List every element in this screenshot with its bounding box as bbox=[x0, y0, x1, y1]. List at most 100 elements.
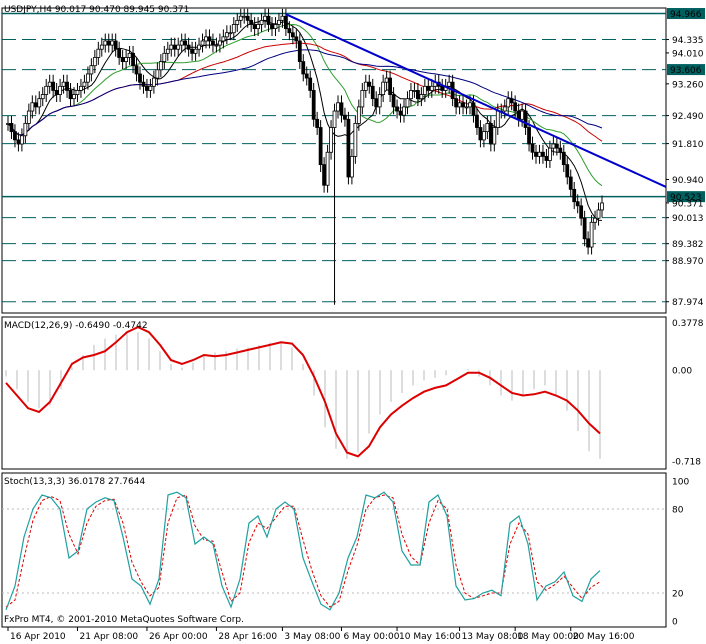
candle-body bbox=[464, 106, 469, 109]
candle-body bbox=[138, 73, 142, 83]
panel-frame bbox=[1, 316, 667, 470]
candle-body bbox=[579, 205, 584, 219]
candle-body bbox=[51, 81, 56, 91]
candle-body bbox=[158, 61, 163, 71]
candle-body bbox=[360, 90, 365, 108]
time-label: 10 May 16:00 bbox=[399, 632, 461, 642]
horizontal-levels bbox=[2, 12, 666, 303]
candle-body bbox=[193, 48, 198, 54]
candle-body bbox=[176, 44, 181, 50]
candle-body bbox=[346, 118, 351, 178]
candlesticks bbox=[6, 8, 604, 305]
candle-body bbox=[301, 61, 306, 75]
candle-body bbox=[415, 90, 420, 100]
price-label-box bbox=[667, 191, 705, 203]
candle-body bbox=[457, 102, 462, 108]
candle-body bbox=[454, 98, 459, 108]
candle-body bbox=[103, 40, 108, 46]
candle-body bbox=[363, 81, 368, 91]
candle-body bbox=[558, 147, 563, 153]
candle-body bbox=[582, 217, 587, 240]
candle-body bbox=[294, 36, 299, 42]
candle-body bbox=[384, 77, 389, 83]
candle-body bbox=[353, 123, 358, 157]
moving-average-line bbox=[7, 20, 603, 221]
candle-body bbox=[565, 164, 570, 178]
price-label: 91.810 bbox=[672, 140, 704, 150]
candle-body bbox=[200, 40, 205, 46]
candle-body bbox=[165, 48, 170, 54]
candle-body bbox=[475, 114, 479, 128]
candle-body bbox=[127, 52, 132, 58]
price-label: 89.382 bbox=[672, 240, 704, 250]
candle-body bbox=[377, 94, 382, 108]
candle-body bbox=[79, 85, 83, 91]
candle-body bbox=[273, 24, 278, 30]
candle-body bbox=[33, 102, 38, 108]
candle-body bbox=[9, 123, 14, 133]
candle-body bbox=[447, 81, 452, 87]
candle-body bbox=[252, 24, 257, 30]
candle-body bbox=[544, 155, 549, 161]
candle-body bbox=[72, 94, 76, 100]
candle-body bbox=[6, 123, 10, 125]
candle-body bbox=[593, 217, 597, 223]
time-label: 26 Apr 00:00 bbox=[149, 632, 208, 642]
stoch-axis-label: 100 bbox=[672, 478, 689, 488]
price-label: 90.013 bbox=[672, 214, 704, 224]
stoch-signal-line bbox=[5, 494, 601, 608]
candle-body bbox=[537, 151, 542, 157]
trendline bbox=[285, 13, 667, 188]
candle-body bbox=[370, 85, 375, 100]
candle-body bbox=[343, 114, 347, 120]
stoch-axis-label: 0 bbox=[672, 618, 678, 628]
candle-body bbox=[148, 85, 153, 91]
candle-body bbox=[23, 123, 28, 137]
candle-body bbox=[224, 32, 229, 38]
candle-body bbox=[468, 102, 472, 108]
time-label: 6 May 00:00 bbox=[343, 632, 399, 642]
candle-body bbox=[339, 102, 344, 116]
candle-body bbox=[238, 15, 243, 21]
candle-body bbox=[325, 151, 330, 186]
candle-body bbox=[117, 48, 122, 58]
copyright-text: FxPro MT4, © 2001-2010 MetaQuotes Softwa… bbox=[4, 615, 244, 625]
macd-panel: 0.3778 0.00 -0.718 bbox=[5, 319, 704, 468]
candle-body bbox=[131, 52, 135, 67]
candle-body bbox=[297, 40, 302, 62]
candle-body bbox=[124, 57, 129, 62]
candle-body bbox=[82, 81, 87, 87]
stoch-title: Stoch(13,3,3) 36.0178 27.7644 bbox=[4, 477, 145, 487]
candle-body bbox=[85, 73, 90, 83]
candle-body bbox=[502, 106, 507, 112]
candle-body bbox=[68, 90, 73, 100]
candle-body bbox=[259, 19, 264, 25]
candle-body bbox=[214, 44, 219, 47]
candle-body bbox=[600, 202, 604, 211]
candle-body bbox=[245, 15, 250, 21]
candle-body bbox=[19, 135, 24, 145]
candle-body bbox=[412, 90, 417, 92]
candle-body bbox=[221, 36, 226, 42]
price-label: 93.260 bbox=[672, 80, 704, 90]
candle-body bbox=[509, 98, 514, 104]
candle-body bbox=[332, 110, 337, 128]
candle-body bbox=[217, 40, 222, 46]
candle-body bbox=[311, 90, 316, 120]
candle-body bbox=[96, 48, 101, 58]
candle-body bbox=[388, 77, 393, 95]
trendline-line bbox=[285, 13, 667, 188]
candle-body bbox=[207, 36, 212, 42]
candle-body bbox=[183, 40, 188, 46]
candle-body bbox=[308, 77, 313, 91]
price-label: 90.940 bbox=[672, 176, 704, 186]
candle-body bbox=[426, 85, 431, 91]
candle-body bbox=[304, 73, 309, 79]
candle-body bbox=[516, 110, 521, 120]
macd-title: MACD(12,26,9) -0.6490 -0.4742 bbox=[4, 321, 148, 331]
candle-body bbox=[596, 209, 601, 219]
candle-body bbox=[471, 102, 476, 116]
candle-body bbox=[204, 36, 208, 42]
price-label-box bbox=[667, 8, 705, 20]
